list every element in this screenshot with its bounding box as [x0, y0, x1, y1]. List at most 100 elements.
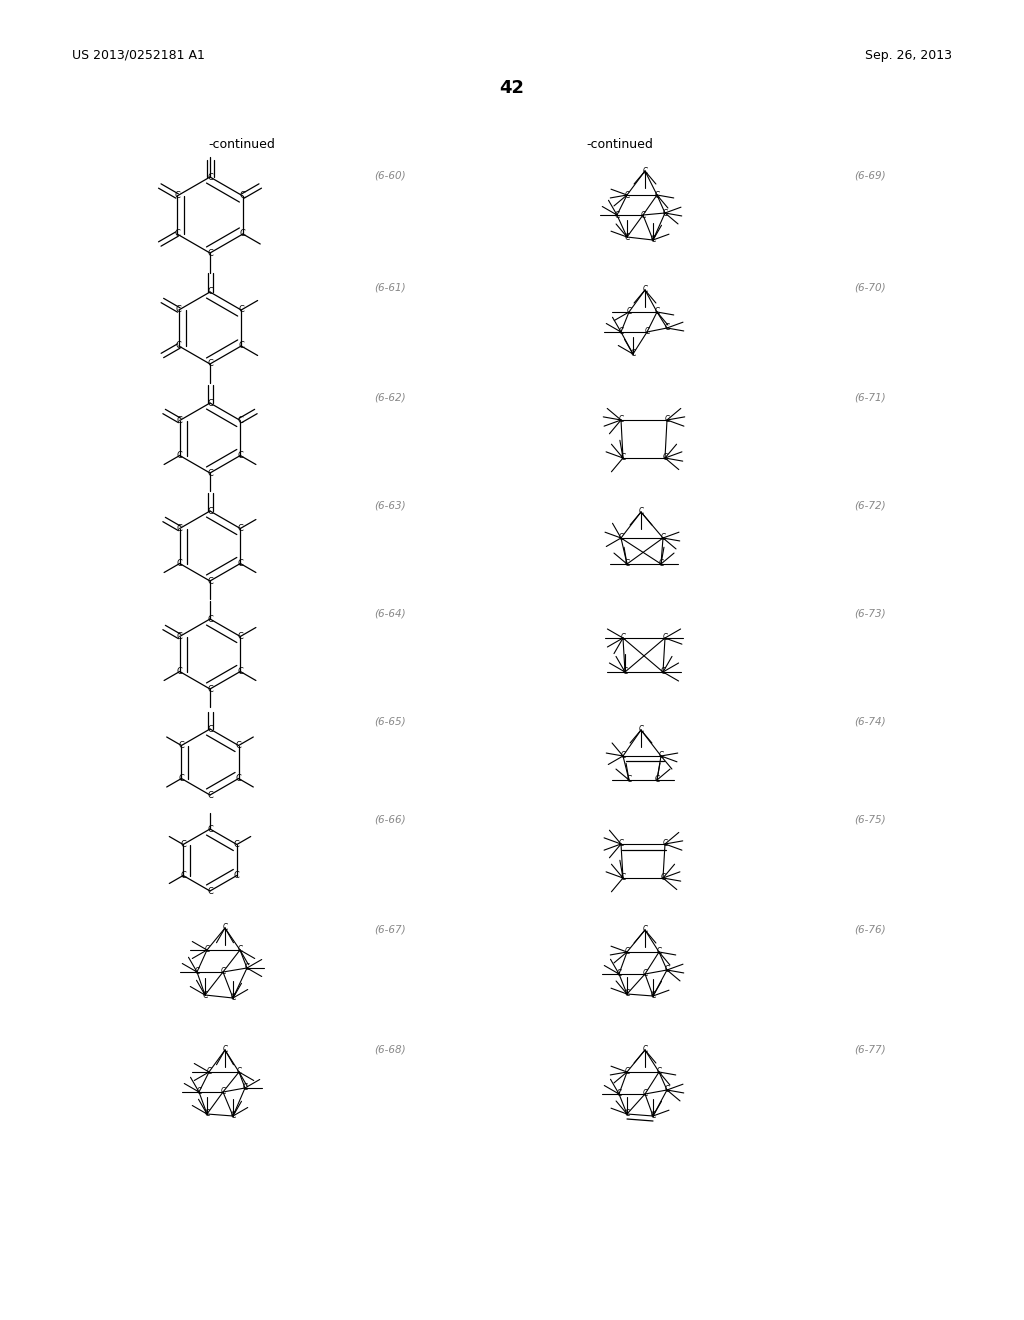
- Text: C: C: [627, 776, 632, 784]
- Text: C: C: [618, 416, 624, 425]
- Text: C: C: [207, 1068, 212, 1077]
- Text: C: C: [177, 416, 182, 425]
- Text: C: C: [207, 173, 213, 181]
- Text: C: C: [665, 965, 670, 974]
- Text: C: C: [207, 288, 213, 297]
- Text: C: C: [644, 327, 649, 337]
- Text: C: C: [665, 323, 670, 333]
- Text: C: C: [238, 667, 244, 676]
- Text: C: C: [207, 248, 213, 257]
- Text: C: C: [207, 685, 213, 693]
- Text: (6-60): (6-60): [374, 170, 406, 180]
- Text: C: C: [207, 469, 213, 478]
- Text: C: C: [222, 1045, 227, 1055]
- Text: C: C: [176, 342, 182, 351]
- Text: C: C: [621, 874, 626, 883]
- Text: C: C: [663, 634, 668, 643]
- Text: C: C: [642, 925, 647, 935]
- Text: C: C: [178, 774, 184, 783]
- Text: C: C: [207, 399, 213, 408]
- Text: C: C: [621, 454, 626, 462]
- Text: C: C: [656, 948, 662, 957]
- Text: C: C: [236, 774, 242, 783]
- Text: (6-69): (6-69): [854, 170, 886, 180]
- Text: C: C: [650, 235, 655, 244]
- Text: C: C: [207, 577, 213, 586]
- Text: C: C: [207, 887, 213, 895]
- Text: C: C: [654, 776, 659, 784]
- Text: C: C: [197, 1088, 202, 1097]
- Text: C: C: [220, 968, 225, 977]
- Text: C: C: [230, 994, 236, 1002]
- Text: C: C: [660, 533, 666, 543]
- Text: C: C: [625, 948, 630, 957]
- Text: C: C: [205, 1110, 210, 1118]
- Text: C: C: [207, 615, 213, 623]
- Text: C: C: [220, 1088, 225, 1097]
- Text: C: C: [618, 327, 624, 337]
- Text: C: C: [238, 632, 244, 642]
- Text: C: C: [654, 190, 659, 199]
- Text: (6-68): (6-68): [374, 1045, 406, 1055]
- Text: C: C: [614, 210, 620, 219]
- Text: C: C: [650, 991, 655, 1001]
- Text: C: C: [638, 726, 644, 734]
- Text: C: C: [195, 968, 200, 977]
- Text: (6-65): (6-65): [374, 717, 406, 727]
- Text: C: C: [618, 840, 624, 849]
- Text: C: C: [222, 924, 227, 932]
- Text: C: C: [180, 840, 186, 849]
- Text: C: C: [207, 725, 213, 734]
- Text: C: C: [178, 741, 184, 750]
- Text: C: C: [238, 416, 244, 425]
- Text: C: C: [205, 945, 210, 954]
- Text: (6-75): (6-75): [854, 814, 886, 825]
- Text: C: C: [177, 632, 182, 642]
- Text: (6-70): (6-70): [854, 282, 886, 293]
- Text: C: C: [177, 558, 182, 568]
- Text: C: C: [660, 874, 666, 883]
- Text: (6-73): (6-73): [854, 609, 886, 619]
- Text: C: C: [230, 1111, 236, 1121]
- Text: 42: 42: [500, 79, 524, 96]
- Text: C: C: [642, 1045, 647, 1055]
- Text: C: C: [658, 751, 664, 760]
- Text: (6-71): (6-71): [854, 393, 886, 403]
- Text: C: C: [625, 1068, 630, 1077]
- Text: C: C: [238, 558, 244, 568]
- Text: C: C: [240, 191, 246, 201]
- Text: C: C: [656, 1068, 662, 1077]
- Text: C: C: [174, 230, 180, 239]
- Text: C: C: [618, 533, 624, 543]
- Text: C: C: [180, 871, 186, 880]
- Text: C: C: [623, 668, 628, 676]
- Text: C: C: [625, 560, 630, 569]
- Text: C: C: [642, 166, 647, 176]
- Text: C: C: [239, 305, 244, 314]
- Text: C: C: [621, 634, 626, 643]
- Text: C: C: [245, 964, 250, 973]
- Text: C: C: [243, 1084, 248, 1093]
- Text: C: C: [625, 232, 630, 242]
- Text: -continued: -continued: [587, 139, 653, 152]
- Text: C: C: [207, 825, 213, 833]
- Text: C: C: [625, 190, 630, 199]
- Text: C: C: [238, 945, 243, 954]
- Text: C: C: [663, 840, 668, 849]
- Text: (6-62): (6-62): [374, 393, 406, 403]
- Text: (6-66): (6-66): [374, 814, 406, 825]
- Text: C: C: [625, 990, 630, 998]
- Text: C: C: [176, 305, 182, 314]
- Text: C: C: [616, 969, 622, 978]
- Text: C: C: [642, 285, 647, 294]
- Text: C: C: [177, 667, 182, 676]
- Text: C: C: [665, 1085, 670, 1094]
- Text: C: C: [233, 871, 240, 880]
- Text: C: C: [207, 507, 213, 516]
- Text: (6-72): (6-72): [854, 502, 886, 511]
- Text: (6-64): (6-64): [374, 609, 406, 619]
- Text: C: C: [638, 507, 644, 516]
- Text: Sep. 26, 2013: Sep. 26, 2013: [865, 49, 952, 62]
- Text: C: C: [665, 416, 670, 425]
- Text: (6-67): (6-67): [374, 925, 406, 935]
